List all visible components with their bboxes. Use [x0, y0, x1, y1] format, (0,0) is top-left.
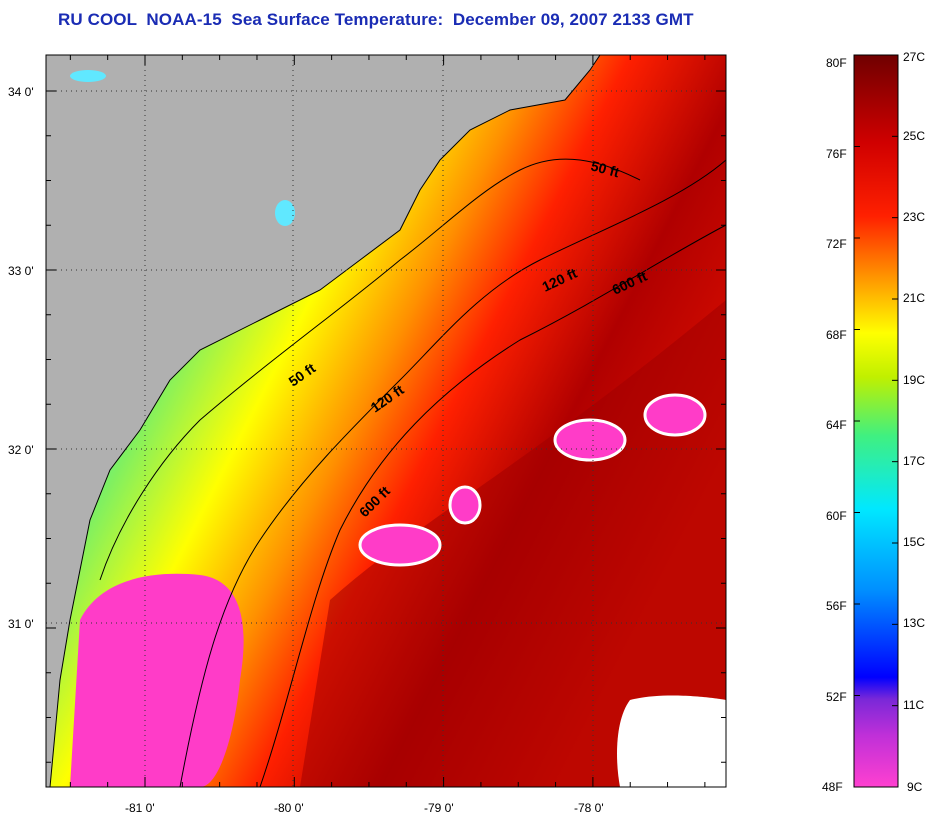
coastline — [49, 55, 601, 787]
cb-c-27: 27C — [903, 50, 925, 64]
map-title: RU COOL NOAA-15 Sea Surface Temperature:… — [58, 10, 694, 29]
cb-f-72: 72F — [826, 237, 847, 251]
cb-c-23: 23C — [903, 210, 925, 224]
cb-f-76: 76F — [826, 147, 847, 161]
cb-f-80: 80F — [826, 56, 847, 70]
cloud-mask — [70, 70, 726, 787]
lat-label-32: 32 0' — [8, 443, 34, 457]
cb-f-48: 48F — [822, 780, 843, 794]
cb-c-19: 19C — [903, 373, 925, 387]
cb-c-25: 25C — [903, 129, 925, 143]
cb-c-9: 9C — [907, 780, 923, 794]
cb-c-21: 21C — [903, 291, 925, 305]
cb-f-68: 68F — [826, 328, 847, 342]
lon-label-80: -80 0' — [274, 801, 304, 815]
colorbar-gradient — [854, 55, 898, 787]
axis-ticks — [46, 55, 726, 787]
isobath-label-50ft-north: 50 ft — [589, 157, 621, 180]
colorbar: 80F 76F 72F 68F 64F 60F 56F 52F 48F 27C … — [822, 50, 925, 794]
cb-c-15: 15C — [903, 535, 925, 549]
cb-f-52: 52F — [826, 690, 847, 704]
lon-label-78: -78 0' — [574, 801, 604, 815]
cb-c-11: 11C — [903, 698, 924, 712]
cold-water-patch — [70, 573, 244, 787]
cb-f-64: 64F — [826, 418, 847, 432]
cb-c-17: 17C — [903, 454, 925, 468]
lon-label-81: -81 0' — [125, 801, 155, 815]
map-frame — [45, 54, 727, 788]
cb-c-13: 13C — [903, 616, 925, 630]
map-panel: 50 ft 120 ft 600 ft 50 ft 120 ft 600 ft — [46, 55, 726, 787]
land-mass — [46, 55, 600, 787]
lat-label-34: 34 0' — [8, 85, 34, 99]
gulf-stream-core — [300, 300, 726, 787]
lat-label-31: 31 0' — [8, 617, 34, 631]
graticule — [46, 55, 726, 787]
isobath-lines — [99, 158, 726, 787]
cb-f-56: 56F — [826, 599, 847, 613]
colorbar-ticks — [854, 54, 898, 788]
lat-label-33: 33 0' — [8, 264, 34, 278]
lon-label-79: -79 0' — [424, 801, 454, 815]
cb-f-60: 60F — [826, 509, 847, 523]
